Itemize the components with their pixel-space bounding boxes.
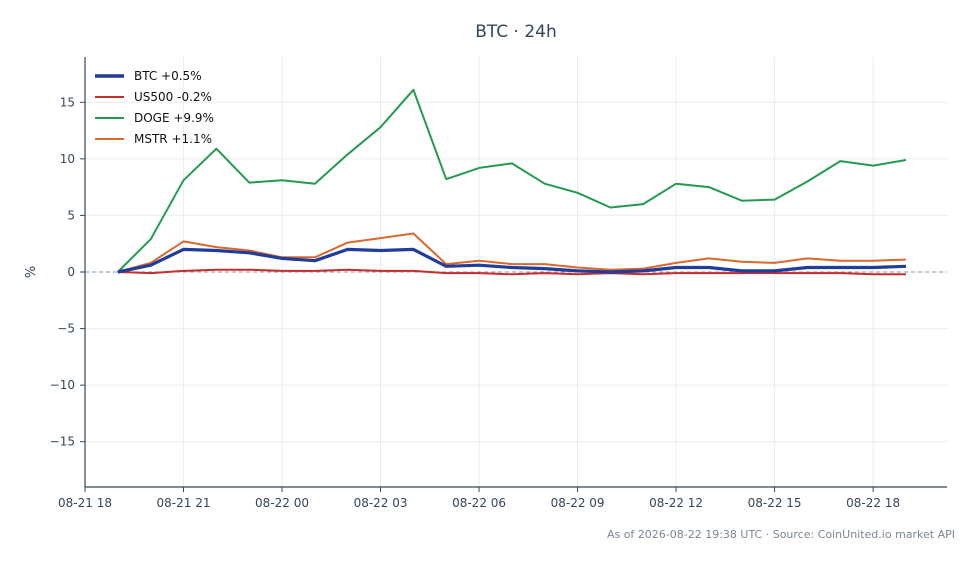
series-line-us500 [117, 268, 906, 276]
y-tick-label: 15 [60, 95, 75, 109]
series-line-doge [117, 88, 907, 273]
legend-entry: DOGE +9.9% [134, 111, 214, 125]
x-tick-label: 08-22 15 [748, 496, 802, 510]
y-tick-label: 0 [67, 265, 75, 279]
x-tick-label: 08-22 12 [649, 496, 703, 510]
y-axis-ticks: −15 −10 −5 0 5 10 15 [50, 95, 85, 449]
series-line-mstr [117, 232, 907, 273]
x-tick-label: 08-22 00 [255, 496, 309, 510]
y-tick-label: 5 [67, 208, 75, 222]
legend-entry: MSTR +1.1% [134, 132, 212, 146]
source-footnote: As of 2026-08-22 19:38 UTC · Source: Coi… [607, 528, 955, 541]
legend-entry: US500 -0.2% [134, 90, 212, 104]
legend: BTC +0.5% US500 -0.2% DOGE +9.9% MSTR +1.1% [95, 69, 214, 146]
chart-title: BTC · 24h [475, 22, 557, 42]
y-tick-label: 10 [60, 152, 75, 166]
y-tick-label: −5 [57, 322, 75, 336]
series-lines [117, 88, 907, 276]
x-tick-label: 08-22 06 [452, 496, 506, 510]
x-tick-label: 08-22 09 [551, 496, 605, 510]
x-tick-label: 08-21 21 [157, 496, 211, 510]
x-axis-ticks: 08-21 18 08-21 21 08-22 00 08-22 03 08-22 06… [58, 487, 900, 510]
y-tick-label: −15 [50, 435, 75, 449]
legend-entry: BTC +0.5% [134, 69, 202, 83]
series-line-btc [117, 247, 907, 274]
x-tick-label: 08-22 18 [846, 496, 900, 510]
x-tick-label: 08-22 03 [354, 496, 408, 510]
y-axis-label: % [24, 266, 39, 278]
y-tick-label: −10 [50, 378, 75, 392]
x-tick-label: 08-21 18 [58, 496, 112, 510]
